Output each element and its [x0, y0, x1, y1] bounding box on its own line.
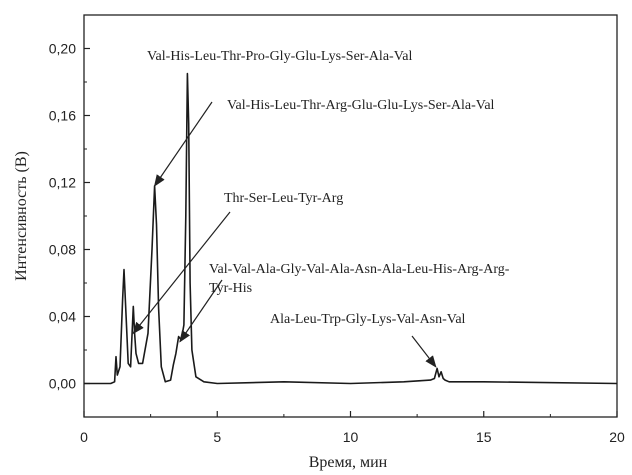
annotation-arrow: [179, 279, 223, 343]
x-tick-label: 5: [213, 429, 221, 445]
x-axis-title: Время, мин: [309, 454, 388, 471]
chromatogram-series-line: [84, 72, 618, 385]
x-tick-label: 15: [476, 429, 492, 445]
y-tick-label: 0,16: [49, 108, 76, 124]
peak-annotation-label: Tyr-His: [209, 281, 252, 296]
x-tick-label: 20: [609, 429, 625, 445]
y-tick-label: 0,20: [49, 41, 76, 57]
annotation-arrow: [153, 101, 213, 187]
peak-annotation-label: Val-His-Leu-Thr-Arg-Glu-Glu-Lys-Ser-Ala-…: [227, 98, 495, 113]
peak-annotation-label: Ala-Leu-Trp-Gly-Lys-Val-Asn-Val: [270, 312, 466, 327]
y-tick-label: 0,04: [49, 309, 76, 325]
y-tick-label: 0,00: [49, 376, 76, 392]
annotation-arrow: [132, 211, 231, 335]
peak-annotation-label: Val-Val-Ala-Gly-Val-Ala-Asn-Ala-Leu-His-…: [209, 262, 510, 277]
y-tick-label: 0,12: [49, 175, 76, 191]
x-tick-label: 10: [343, 429, 359, 445]
plot-frame: [83, 14, 618, 418]
annotation-arrow: [411, 335, 437, 368]
peak-annotation-label: Val-His-Leu-Thr-Pro-Gly-Glu-Lys-Ser-Ala-…: [147, 49, 412, 64]
y-tick-label: 0,08: [49, 242, 76, 258]
x-tick-label: 0: [80, 429, 88, 445]
y-axis-title: Интенсивность (В): [13, 151, 30, 281]
peak-annotation-label: Thr-Ser-Leu-Tyr-Arg: [224, 191, 343, 206]
